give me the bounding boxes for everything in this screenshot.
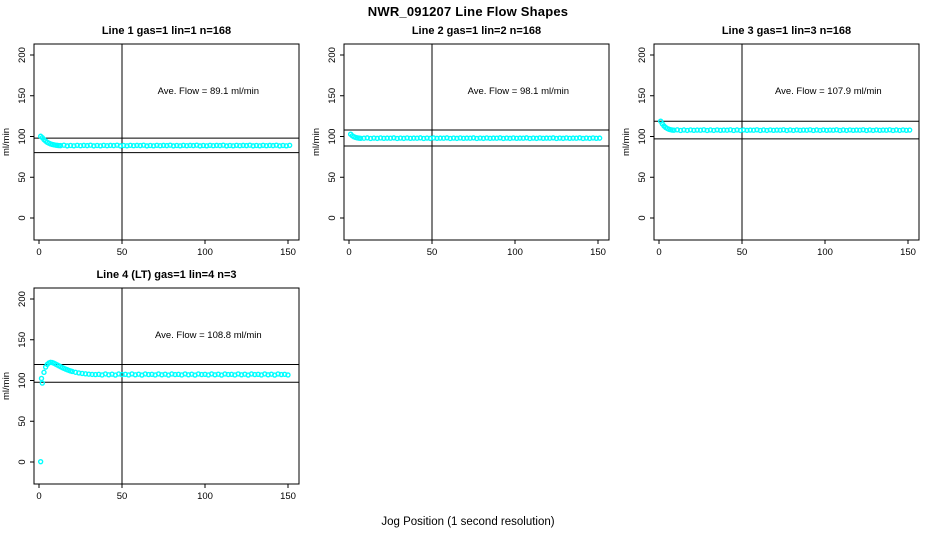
y-tick-label: 0 bbox=[327, 215, 338, 220]
panel-line-4-plot: Line 4 (LT) gas=1 lin=4 n=3 0 50 100 150 0 50 1… bbox=[1, 269, 300, 502]
y-tick-label: 50 bbox=[327, 172, 338, 183]
ave-flow-annotation: Ave. Flow = 89.1 ml/min bbox=[158, 86, 259, 97]
x-tick-label: 0 bbox=[656, 247, 661, 258]
y-axis-label: ml/min bbox=[311, 128, 322, 156]
panel-title: Line 3 gas=1 lin=3 n=168 bbox=[722, 25, 851, 37]
panel-line-3: Line 3 gas=1 lin=3 n=168 0 50 100 150 0 50 100 1… bbox=[620, 18, 932, 262]
y-tick-label: 100 bbox=[17, 373, 28, 389]
data-point bbox=[37, 458, 44, 465]
x-tick-label: 150 bbox=[590, 247, 606, 258]
x-tick-label: 100 bbox=[817, 247, 833, 258]
data-point bbox=[906, 127, 913, 133]
y-tick-label: 150 bbox=[17, 88, 28, 104]
x-tick-label: 100 bbox=[197, 491, 213, 502]
panel-title: Line 1 gas=1 lin=1 n=168 bbox=[102, 25, 231, 37]
y-axis-label: ml/min bbox=[621, 128, 632, 156]
y-tick-label: 150 bbox=[327, 88, 338, 104]
x-axis-label: Jog Position (1 second resolution) bbox=[381, 516, 555, 528]
y-axis-label: ml/min bbox=[1, 128, 12, 156]
x-tick-label: 50 bbox=[117, 491, 128, 502]
y-tick-label: 50 bbox=[637, 172, 648, 183]
y-tick-label: 200 bbox=[637, 47, 648, 63]
panel-line-4: Line 4 (LT) gas=1 lin=4 n=3 0 50 100 150 0 50 1… bbox=[0, 262, 312, 506]
plot-frame bbox=[653, 43, 920, 241]
panel-line-1-plot: Line 1 gas=1 lin=1 n=168 0 50 100 150 0 50 100 1… bbox=[1, 25, 300, 258]
data-point bbox=[285, 372, 291, 378]
y-tick-label: 100 bbox=[17, 129, 28, 145]
x-tick-label: 0 bbox=[36, 491, 41, 502]
x-tick-label: 0 bbox=[36, 247, 41, 258]
y-tick-label: 150 bbox=[17, 332, 28, 348]
y-tick-label: 200 bbox=[17, 47, 28, 63]
panel-title: Line 2 gas=1 lin=2 n=168 bbox=[412, 25, 541, 37]
y-tick-label: 200 bbox=[17, 291, 28, 307]
ave-flow-annotation: Ave. Flow = 107.9 ml/min bbox=[775, 86, 882, 97]
ave-flow-annotation: Ave. Flow = 108.8 ml/min bbox=[155, 330, 262, 341]
y-tick-label: 50 bbox=[17, 172, 28, 183]
data-point bbox=[39, 380, 46, 386]
x-tick-label: 150 bbox=[280, 247, 296, 258]
y-tick-label: 0 bbox=[17, 459, 28, 464]
data-point bbox=[286, 142, 293, 149]
plot-frame bbox=[343, 43, 610, 241]
ave-flow-annotation: Ave. Flow = 98.1 ml/min bbox=[468, 86, 569, 97]
x-tick-label: 50 bbox=[427, 247, 438, 258]
plot-frame bbox=[33, 43, 300, 241]
panel-line-3-plot: Line 3 gas=1 lin=3 n=168 0 50 100 150 0 50 100 1… bbox=[621, 25, 920, 258]
plot-frame bbox=[33, 287, 300, 485]
x-tick-label: 100 bbox=[197, 247, 213, 258]
panel-line-2: Line 2 gas=1 lin=2 n=168 0 50 100 150 0 50 100 1… bbox=[310, 18, 622, 262]
data-point bbox=[41, 369, 47, 376]
y-tick-label: 150 bbox=[637, 88, 648, 104]
x-tick-label: 150 bbox=[900, 247, 916, 258]
data-point bbox=[38, 375, 45, 382]
y-tick-label: 100 bbox=[327, 129, 338, 145]
y-tick-label: 100 bbox=[637, 129, 648, 145]
x-tick-label: 0 bbox=[346, 247, 351, 258]
panel-line-1: Line 1 gas=1 lin=1 n=168 0 50 100 150 0 50 100 1… bbox=[0, 18, 312, 262]
x-tick-label: 50 bbox=[117, 247, 128, 258]
x-tick-label: 100 bbox=[507, 247, 523, 258]
panel-line-2-plot: Line 2 gas=1 lin=2 n=168 0 50 100 150 0 50 100 1… bbox=[311, 25, 610, 258]
y-tick-label: 200 bbox=[327, 47, 338, 63]
y-axis-label: ml/min bbox=[1, 372, 12, 400]
data-point bbox=[596, 135, 603, 141]
y-tick-label: 0 bbox=[637, 215, 648, 220]
y-tick-label: 0 bbox=[17, 215, 28, 220]
x-tick-label: 50 bbox=[737, 247, 748, 258]
y-tick-label: 50 bbox=[17, 416, 28, 427]
page-title: NWR_091207 Line Flow Shapes bbox=[367, 4, 569, 19]
x-tick-label: 150 bbox=[280, 491, 296, 502]
panel-title: Line 4 (LT) gas=1 lin=4 n=3 bbox=[96, 269, 236, 281]
